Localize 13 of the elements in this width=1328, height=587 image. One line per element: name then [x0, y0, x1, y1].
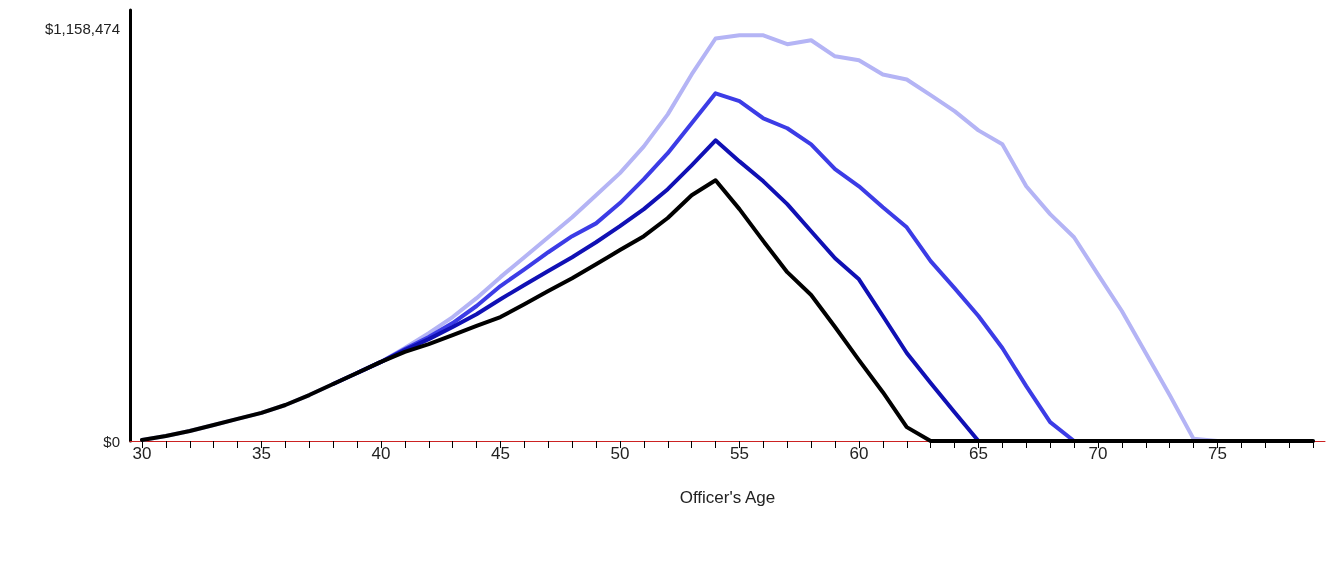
- y-tick-label: $1,158,474: [44, 19, 120, 37]
- x-tick-label: 55: [729, 444, 749, 463]
- x-tick-label: 60: [849, 444, 869, 463]
- x-tick-label: 35: [251, 444, 271, 463]
- x-tick-label: 40: [371, 444, 391, 463]
- x-tick-label: 50: [610, 444, 630, 463]
- y-tick-label: $0: [103, 432, 120, 450]
- x-axis-title: Officer's Age: [679, 488, 776, 507]
- x-tick-label: 30: [132, 444, 152, 463]
- x-tick-label: 70: [1088, 444, 1108, 463]
- x-tick-label: 75: [1207, 444, 1227, 463]
- x-tick-label: 45: [490, 444, 510, 463]
- x-tick-label: 65: [968, 444, 988, 463]
